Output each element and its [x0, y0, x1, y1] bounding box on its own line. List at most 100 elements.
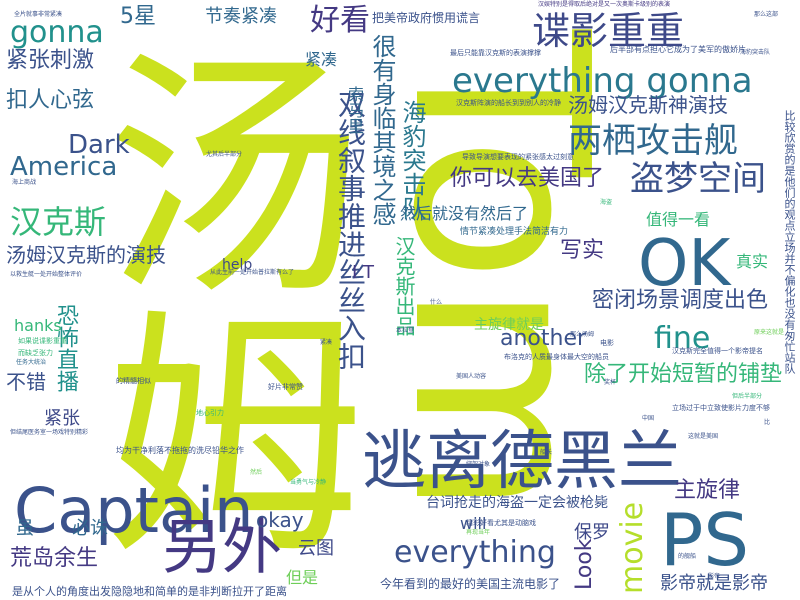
word-another: another	[500, 326, 587, 351]
word-small: 海豹突击队	[740, 49, 771, 56]
word-immersive: 很有身临其境之感	[368, 34, 396, 226]
word-small: 当勇气与冷静	[290, 479, 327, 486]
word-main-melody: 主旋律	[674, 478, 741, 503]
word-real: 真实	[736, 252, 769, 271]
word-gonna: gonna	[10, 15, 104, 50]
word-must-kill: 必诛	[72, 518, 108, 539]
word-go-to-america: 你可以去美国了	[450, 166, 605, 191]
word-small: 美国人动容	[456, 373, 487, 380]
word-hanks: hanks	[14, 316, 62, 335]
word-small: 立场过于中立致使影片力度不够	[672, 404, 770, 412]
word-small: 地心引力	[196, 409, 224, 417]
word-small: 从此生前一处开始普拉斯有么了	[210, 269, 295, 276]
word-small: 再现当年	[466, 529, 491, 536]
word-small: 导致导演想要表现的紧张感太过刻意	[462, 153, 574, 161]
word-help: help	[222, 257, 253, 273]
word-small: 汉娱特别是得取后绝对是又一次奥斯卡级别的表演	[538, 1, 671, 8]
word-okay: okay	[256, 508, 304, 532]
word-govt-lies: 把美帝政府惯用谎言	[372, 11, 481, 25]
word-small: 海盗	[600, 199, 613, 206]
word-small: 尤其后半部分	[206, 151, 243, 158]
word-small: 原来这就是	[754, 329, 785, 336]
word-small: 均为干净利落不拖拖的洗尽铅华之作	[116, 446, 244, 455]
word-tang-mu: 汤姆	[59, 40, 361, 560]
word-hanks-performance: 汤姆汉克斯神演技	[568, 93, 728, 117]
word-setup: 除了开始短暂的铺垫	[584, 362, 783, 387]
word-small: 的精髓相似	[116, 377, 151, 385]
word-worth-watching: 值得一看	[646, 210, 711, 229]
word-small: 后半部有点担心它成为了美军的傲娇片	[610, 45, 746, 54]
word-small: 全片就事非常紧凑	[14, 11, 63, 18]
word-but: 但是	[286, 568, 319, 587]
word-closed-scene: 密闭场景调度出色	[592, 288, 769, 313]
word-realistic: 写实	[560, 238, 605, 263]
word-then-nothing: 然后就没有然后了	[400, 204, 529, 223]
word-small: 但后半部分	[732, 393, 763, 400]
word-small: 的舰船	[678, 553, 697, 560]
word-small: 汉克斯阵演的船长到到别人的冷静	[456, 99, 561, 107]
word-small: 但结尾医务室一场戏特别精彩	[10, 429, 89, 436]
word-everything-gonna: everything gonna	[452, 61, 753, 101]
word-nervous: 紧张	[44, 408, 80, 429]
word-small: 这就是美国	[688, 433, 719, 440]
word-captain: Captain	[14, 474, 254, 547]
word-movie: movie	[615, 501, 650, 594]
word-dark: Dark	[68, 130, 130, 160]
word-ps: PS	[660, 498, 750, 582]
word-small: 任务大统治	[16, 359, 47, 366]
word-small: 船长	[540, 449, 553, 456]
word-small: 中国	[642, 415, 655, 422]
word-though: 虽	[16, 518, 34, 539]
word-small: 那么汤姆	[570, 331, 595, 338]
word-gripping: 扣人心弦	[6, 88, 95, 113]
word-small: 绑架对象	[466, 461, 491, 468]
word-ok: OK	[638, 227, 731, 301]
word-small: 电影	[600, 339, 614, 347]
word-small: 而缺乏张力	[18, 349, 53, 357]
word-pirate-line: 台词抢走的海盗一定会被枪毙	[426, 495, 608, 511]
word-small: 好片非常赞	[268, 383, 303, 391]
word-small: 然后	[250, 469, 263, 476]
word-small: 奖杯	[604, 379, 617, 386]
word-dual-narrative: 双线叙事推进丝丝入扣	[334, 90, 367, 370]
word-paul: 保罗	[574, 522, 610, 543]
word-five-star: 5星	[120, 4, 156, 29]
word-everything: everything	[394, 535, 556, 570]
word-will: will	[460, 514, 487, 533]
word-tight-pace: 节奏紧凑	[205, 6, 277, 27]
word-tight: 紧凑	[305, 50, 338, 69]
word-best-american: 今年看到的最好的美国主流电影了	[380, 577, 561, 591]
word-small: 那么这部	[754, 11, 779, 18]
word-hanks-acting: 汤姆汉克斯的演技	[6, 243, 166, 267]
word-small: 最后只能靠汉克斯的表演撑撑	[450, 49, 541, 57]
word-small: 紧凑	[320, 339, 333, 346]
word-small: 海上商战	[12, 179, 37, 186]
word-small: 影帝	[708, 573, 721, 580]
word-spies: 谍影重重	[532, 9, 685, 53]
word-small: 精彩好看尤其是动脑戏	[466, 519, 536, 527]
word-word-cloud: 云图	[298, 538, 334, 559]
word-fine: fine	[654, 321, 711, 356]
word-personal-angle: 是从个人的角度出发隐隐地和简单的是非判断拉开了距离	[12, 585, 287, 598]
word-escape-tehran: 逃离德黑兰	[362, 425, 682, 499]
word-small: 比	[764, 419, 771, 426]
word-small: 本拉登	[396, 327, 415, 334]
word-hanks-production: 汉克斯出品	[392, 236, 416, 336]
word-movie-is-movie: 影帝就是影帝	[660, 573, 768, 594]
word-small: 汉克斯完全值得一个影帝提名	[672, 347, 763, 355]
word-small: 以救生艇一处开始整体评价	[10, 271, 83, 278]
word-i-t: I T	[352, 262, 375, 283]
word-thrilling: 紧张刺激	[6, 48, 95, 73]
word-hanks-cn: 汉克斯	[10, 203, 107, 241]
word-main-melody-is: 主旋律就是	[474, 317, 544, 333]
word-live-terror: 恐怖直播	[53, 304, 78, 392]
word-small: 比较欣赏的是他们的观点立场并不偏化也没有匆忙站队	[783, 110, 796, 374]
word-inception: 盗梦空间	[630, 159, 766, 199]
word-small: 什么	[430, 299, 443, 306]
word-small: 布洛克的人质最身体最大空的船员	[504, 353, 609, 361]
word-not-bad: 不错	[6, 370, 46, 394]
word-cast-away: 荒岛余生	[10, 546, 99, 571]
word-seals: 海豹突击队	[398, 100, 426, 220]
word-somalia: 索马里	[345, 86, 364, 134]
